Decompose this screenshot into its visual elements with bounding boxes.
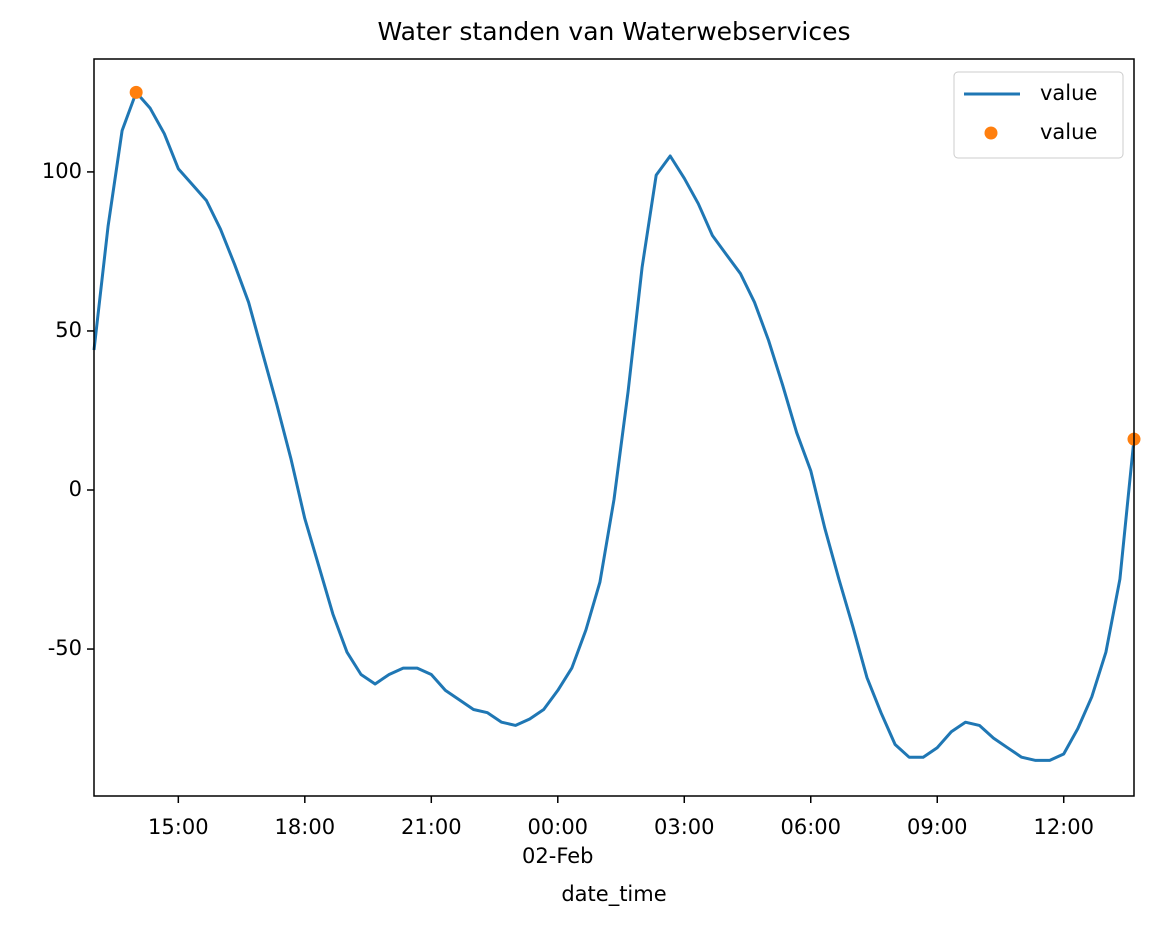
axes-frame <box>93 58 1135 797</box>
x-tick-label: 09:00 <box>907 815 968 839</box>
legend-marker <box>984 126 998 140</box>
y-tick-label: 0 <box>69 477 82 501</box>
y-tick-label: -50 <box>48 636 82 660</box>
chart-title: Water standen van Waterwebservices <box>378 17 851 46</box>
y-tick-label: 50 <box>55 318 82 342</box>
legend-label: value <box>1040 81 1097 105</box>
x-tick-label: 21:00 <box>401 815 462 839</box>
x-tick-label: 15:00 <box>148 815 209 839</box>
y-tick-label: 100 <box>42 159 82 183</box>
x-tick-label: 06:00 <box>780 815 841 839</box>
x-tick-label: 03:00 <box>654 815 715 839</box>
legend-box <box>953 71 1124 159</box>
legend-label: value <box>1040 120 1097 144</box>
x-tick-label: 18:00 <box>275 815 336 839</box>
data-point <box>129 85 143 99</box>
x-axis-label: date_time <box>561 882 666 907</box>
data-line <box>92 90 1136 762</box>
x-tick-label: 00:00 02-Feb <box>522 815 593 868</box>
legend: value value <box>953 71 1124 159</box>
x-tick-label: 12:00 <box>1033 815 1094 839</box>
